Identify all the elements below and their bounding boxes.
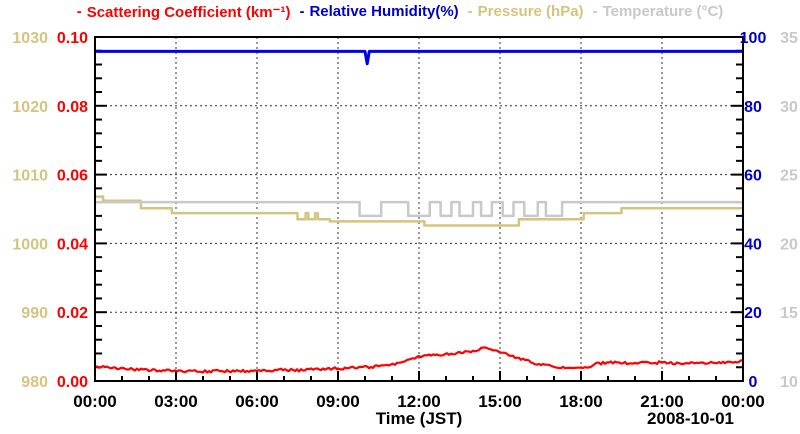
gridlines (95, 37, 743, 381)
legend-item-humidity: - Relative Humidity(%) (299, 3, 458, 21)
chart-legend: - Scattering Coefficient (km⁻¹) - Relative… (0, 3, 800, 21)
x-tick-label: 03:00 (154, 392, 197, 411)
legend-label-pressure: Pressure (hPa) (477, 3, 584, 20)
legend-marker-humidity: - (299, 3, 305, 20)
temperature-tick-label: 10 (780, 374, 798, 391)
x-axis-title: Time (JST) (375, 409, 463, 428)
pressure-tick-label: 980 (21, 374, 48, 391)
pressure-tick-labels: 1030 1020 1010 1000 990 980 (12, 30, 48, 391)
scattering-tick-label: 0.06 (57, 168, 88, 185)
x-tick-label: 00:00 (721, 392, 764, 411)
temperature-tick-label: 15 (780, 305, 798, 322)
series-relative-humidity-line (95, 49, 743, 66)
humidity-tick-label: 100 (740, 30, 767, 47)
pressure-tick-label: 1000 (12, 236, 48, 253)
humidity-tick-label: 80 (744, 99, 762, 116)
x-tick-label: 18:00 (559, 392, 602, 411)
scattering-tick-label: 0.10 (57, 30, 88, 47)
humidity-tick-label: 0 (749, 374, 758, 391)
pressure-tick-label: 1020 (12, 99, 48, 116)
x-tick-label: 06:00 (235, 392, 278, 411)
x-tick-label: 21:00 (640, 392, 683, 411)
temperature-tick-label: 25 (780, 168, 798, 185)
legend-label-temperature: Temperature (°C) (602, 3, 724, 20)
scattering-tick-label: 0.08 (57, 99, 88, 116)
temperature-tick-labels: 35 30 25 20 15 10 (780, 30, 798, 391)
pressure-tick-label: 1030 (12, 30, 48, 47)
scattering-tick-label: 0.02 (57, 305, 88, 322)
pressure-tick-label: 990 (21, 305, 48, 322)
humidity-tick-label: 20 (744, 305, 762, 322)
legend-marker-temperature: - (592, 3, 598, 20)
legend-marker-scattering: - (76, 3, 82, 20)
legend-item-temperature: - Temperature (°C) (593, 3, 724, 21)
date-label: 2008-10-01 (647, 409, 734, 428)
x-tick-label: 09:00 (316, 392, 359, 411)
series-temperature-line (95, 200, 743, 218)
pressure-tick-label: 1010 (12, 168, 48, 185)
legend-marker-pressure: - (467, 3, 473, 20)
x-tick-label: 00:00 (73, 392, 116, 411)
x-tick-label: 12:00 (397, 392, 440, 411)
x-tick-labels: 00:00 03:00 06:00 09:00 12:00 15:00 18:00 21:00… (73, 392, 764, 411)
plot-border (94, 36, 744, 382)
legend-item-pressure: - Pressure (hPa) (468, 3, 584, 21)
temperature-tick-label: 20 (780, 236, 798, 253)
scattering-tick-labels: 0.10 0.08 0.06 0.04 0.02 0.00 (57, 30, 88, 391)
scattering-tick-label: 0.04 (57, 236, 88, 253)
series-scattering-coefficient-line (94, 346, 744, 374)
temperature-tick-label: 30 (780, 99, 798, 116)
humidity-tick-label: 60 (744, 168, 762, 185)
humidity-tick-label: 40 (744, 236, 762, 253)
legend-item-scattering: - Scattering Coefficient (km⁻¹) (77, 3, 291, 21)
x-tick-label: 15:00 (478, 392, 521, 411)
temperature-tick-label: 35 (780, 30, 798, 47)
legend-label-scattering: Scattering Coefficient (km⁻¹) (86, 4, 291, 21)
scattering-tick-label: 0.00 (57, 374, 88, 391)
series-pressure-line (95, 195, 743, 227)
legend-label-humidity: Relative Humidity(%) (309, 3, 459, 20)
humidity-tick-labels: 100 80 60 40 20 0 (740, 30, 767, 391)
